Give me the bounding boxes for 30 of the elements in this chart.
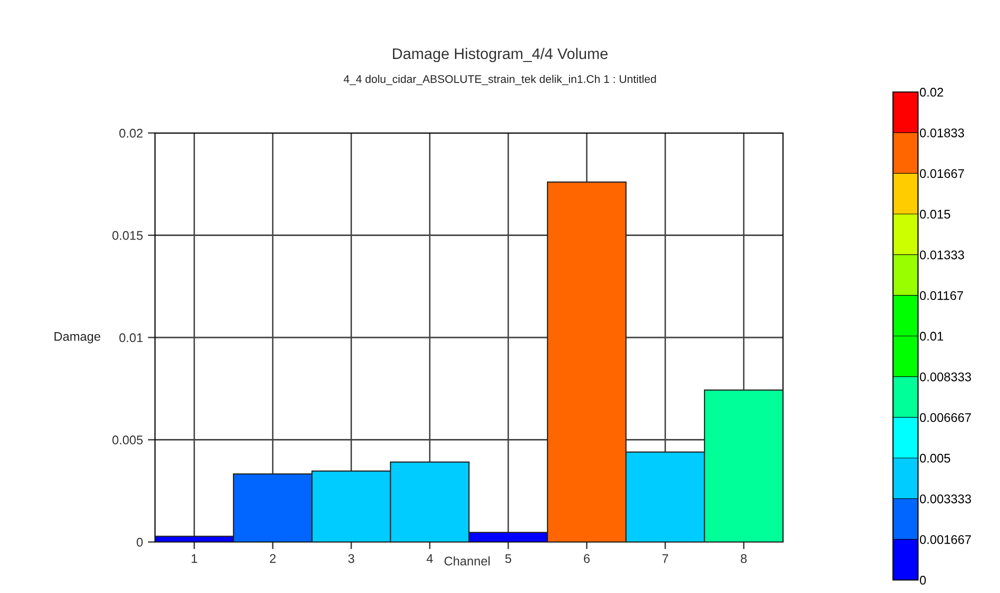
color-bar-label: 0.01833 — [920, 128, 964, 138]
color-bar-label: 0.008333 — [920, 372, 971, 382]
chart-subtitle: 4_4 dolu_cidar_ABSOLUTE_strain_tek delik_in1.Ch 1 : Untitled — [344, 74, 656, 86]
color-bar-label: 0.015 — [920, 210, 950, 219]
x-tick-label: 4 — [426, 554, 433, 563]
x-tick-label: 2 — [270, 554, 276, 563]
color-bar-label: 0.003333 — [920, 494, 971, 504]
y-tick-label: 0 — [136, 538, 143, 547]
color-bar-label: 0.005 — [920, 454, 950, 463]
y-axis-title: Damage — [54, 332, 100, 344]
color-bar-label: 0.006667 — [920, 413, 971, 422]
y-tick-label: 0.01 — [119, 333, 143, 342]
chart-title: Damage Histogram_4/4 Volume — [392, 48, 608, 62]
x-tick-label: 7 — [662, 554, 668, 563]
color-bar-label: 0.01 — [920, 332, 944, 341]
y-tick-label: 0.02 — [119, 128, 143, 138]
x-tick-label: 1 — [192, 554, 198, 563]
x-tick-label: 8 — [740, 554, 747, 563]
x-tick-label: 3 — [348, 554, 354, 563]
x-tick-label: 6 — [584, 554, 590, 563]
color-bar-label: 0.01667 — [920, 169, 964, 178]
y-tick-label: 0.015 — [112, 231, 143, 240]
color-bar-label: 0.01167 — [920, 291, 964, 300]
color-bar-label: 0.02 — [920, 88, 944, 97]
y-tick-label: 0.005 — [112, 436, 143, 444]
color-bar-label: 0.001667 — [920, 535, 971, 544]
x-axis-title: Channel — [444, 556, 490, 566]
color-bar-label: 0.01333 — [920, 250, 964, 260]
x-tick-label: 5 — [505, 554, 512, 563]
color-bar-label: 0 — [920, 576, 926, 585]
